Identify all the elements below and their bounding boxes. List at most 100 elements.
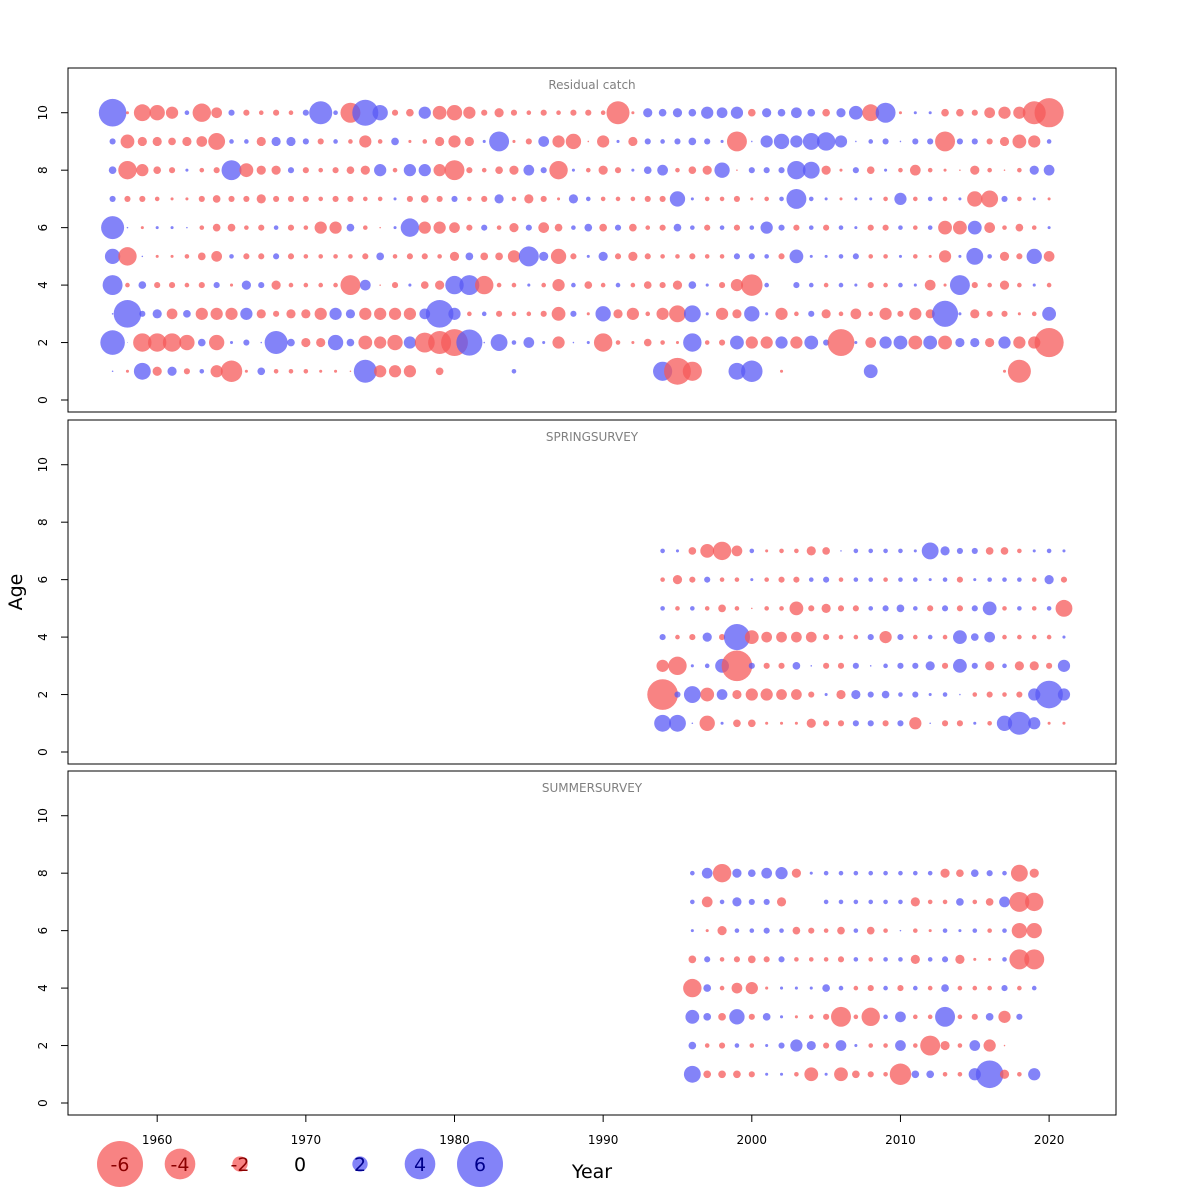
residual-bubble: [185, 197, 189, 201]
residual-bubble: [208, 334, 225, 351]
residual-bubble: [496, 282, 502, 288]
residual-bubble: [882, 605, 889, 612]
residual-bubble: [868, 254, 874, 259]
residual-bubble: [674, 138, 681, 145]
residual-bubble: [808, 957, 814, 962]
residual-bubble: [837, 956, 845, 963]
residual-bubble: [1009, 949, 1030, 970]
residual-bubble: [1062, 635, 1066, 639]
residual-bubble: [821, 309, 831, 319]
residual-bubble: [538, 136, 550, 147]
residual-bubble: [433, 221, 446, 234]
residual-bubble: [127, 342, 128, 343]
residual-bubble: [1032, 197, 1036, 201]
residual-bubble: [393, 226, 397, 230]
residual-bubble: [898, 870, 903, 876]
residual-bubble: [778, 662, 785, 669]
residual-bubble: [510, 109, 518, 116]
residual-bubble: [719, 899, 725, 905]
residual-bubble: [359, 307, 372, 320]
residual-bubble: [225, 307, 238, 320]
residual-bubble: [345, 309, 356, 319]
residual-bubble: [794, 957, 799, 962]
residual-bubble: [940, 868, 950, 878]
residual-bubble: [586, 341, 590, 345]
residual-bubble: [913, 870, 918, 876]
residual-bubble: [598, 165, 608, 175]
residual-bubble: [943, 283, 947, 287]
residual-bubble: [587, 140, 590, 143]
residual-bubble: [333, 254, 338, 259]
residual-bubble: [875, 102, 896, 123]
residual-bubble: [703, 1012, 712, 1021]
residual-bubble: [883, 985, 888, 991]
residual-bubble: [853, 577, 859, 582]
residual-bubble: [1060, 576, 1068, 583]
residual-bubble: [893, 335, 908, 350]
residual-bubble: [967, 220, 982, 235]
residual-bubble: [942, 928, 948, 933]
residual-bubble: [388, 365, 402, 378]
residual-bubble: [827, 329, 855, 356]
residual-bubble: [733, 224, 741, 231]
legend-bubble: [352, 1156, 368, 1172]
residual-bubble: [102, 275, 123, 296]
residual-bubble: [895, 1040, 906, 1051]
residual-bubble: [883, 254, 888, 259]
residual-bubble: [793, 576, 800, 583]
residual-bubble: [941, 984, 949, 992]
residual-bubble: [938, 250, 952, 263]
residual-bubble: [273, 225, 279, 230]
residual-bubble: [1034, 98, 1064, 128]
residual-bubble: [258, 110, 264, 116]
residual-bubble: [349, 370, 352, 373]
residual-bubble: [585, 109, 592, 116]
residual-bubble: [852, 253, 859, 260]
y-tick-label: 2: [36, 691, 50, 699]
residual-bubble: [760, 688, 773, 701]
residual-bubble: [760, 135, 773, 148]
residual-bubble: [1017, 985, 1022, 991]
residual-bubble: [898, 548, 903, 554]
residual-bubble: [972, 928, 978, 933]
residual-bubble: [374, 164, 387, 177]
residual-bubble: [751, 140, 753, 143]
residual-bubble: [244, 369, 248, 373]
residual-bubble: [494, 194, 504, 204]
residual-bubble: [971, 109, 978, 116]
residual-bubble: [822, 984, 830, 992]
residual-bubble: [348, 254, 353, 259]
residual-bubble: [449, 251, 460, 261]
residual-bubble: [654, 714, 672, 732]
residual-bubble: [260, 341, 263, 344]
residual-bubble: [940, 1040, 950, 1051]
residual-bubble: [716, 689, 728, 700]
residual-bubble: [748, 253, 755, 260]
residual-bubble: [971, 1013, 978, 1020]
residual-bubble: [660, 548, 665, 554]
residual-bubble: [984, 631, 996, 643]
residual-bubble: [614, 224, 622, 231]
residual-bubble: [165, 106, 179, 119]
y-tick-label: 4: [36, 633, 50, 641]
residual-bubble: [932, 300, 959, 327]
residual-bubble: [227, 223, 236, 232]
residual-bubble: [571, 225, 576, 230]
residual-bubble: [958, 929, 962, 933]
residual-bubble: [862, 104, 880, 122]
residual-bubble: [432, 105, 447, 120]
residual-bubble: [359, 279, 371, 291]
residual-bubble: [660, 340, 665, 345]
residual-bubble: [794, 1015, 798, 1019]
residual-bubble: [973, 957, 977, 961]
residual-bubble: [704, 138, 711, 145]
residual-bubble: [701, 867, 713, 879]
residual-bubble: [927, 167, 933, 173]
residual-bubble: [912, 691, 919, 698]
residual-bubble: [808, 605, 815, 612]
residual-bubble: [741, 274, 763, 296]
residual-bubble: [551, 306, 566, 321]
residual-bubble: [744, 306, 760, 322]
residual-bubble: [721, 650, 753, 682]
residual-bubble: [672, 280, 683, 290]
